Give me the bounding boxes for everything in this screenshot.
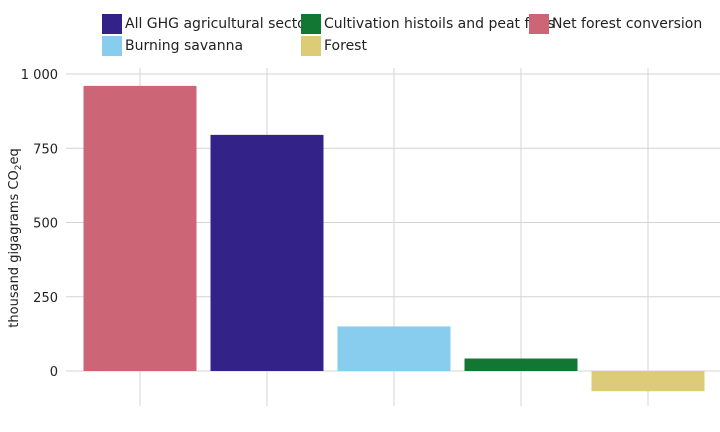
legend-swatch: [301, 36, 321, 56]
bars: [83, 85, 705, 392]
y-axis-title-part: thousand gigagrams CO: [7, 170, 22, 327]
y-tick-label: 1 000: [21, 68, 58, 83]
legend-label: Burning savanna: [125, 38, 244, 54]
y-tick-label: 500: [33, 217, 58, 232]
legend-item-burning-savanna: Burning savanna: [102, 36, 243, 56]
legend-swatch: [529, 14, 549, 34]
y-axis-title: thousand gigagrams CO2eq: [7, 148, 24, 327]
y-axis-title-part: eq: [7, 148, 22, 164]
bar-cultivation-histoils-and-peat-fires: [464, 358, 578, 371]
bar-burning-savanna: [337, 326, 451, 371]
legend-swatch: [102, 36, 122, 56]
legend-item-forest: Forest: [301, 36, 367, 56]
y-tick-label: 750: [33, 142, 58, 157]
legend-swatch: [102, 14, 122, 34]
legend: All GHG agricultural sectors Cultivation…: [102, 14, 712, 58]
legend-item-net-forest: Net forest conversion: [529, 14, 702, 34]
y-tick-label: 0: [50, 365, 58, 380]
bar-forest: [591, 371, 705, 392]
y-axis-ticks: 0 250 500 750 1 000: [21, 68, 58, 380]
legend-item-all-ghg: All GHG agricultural sectors: [102, 14, 319, 34]
legend-label: Net forest conversion: [552, 16, 703, 32]
legend-swatch: [301, 14, 321, 34]
bar-net-forest-conversion: [83, 85, 197, 371]
bar-all-ghg-agricultural-sectors: [210, 134, 324, 371]
y-axis-title-subscript: 2: [14, 165, 24, 171]
y-tick-label: 250: [33, 291, 58, 306]
legend-label: Cultivation histoils and peat fires: [324, 16, 555, 32]
legend-label: All GHG agricultural sectors: [125, 16, 319, 32]
legend-item-cultivation: Cultivation histoils and peat fires: [301, 14, 555, 34]
legend-label: Forest: [324, 38, 367, 54]
